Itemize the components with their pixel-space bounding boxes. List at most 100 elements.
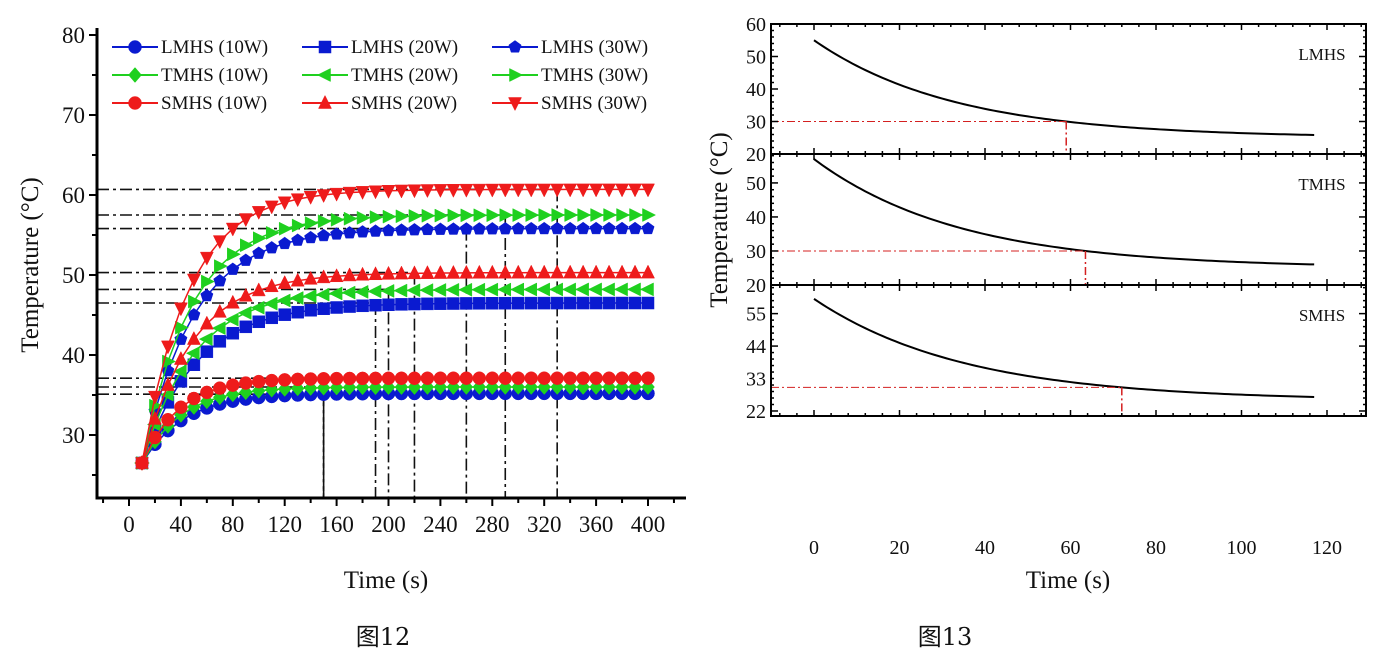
x-tick-label: 360 [579, 512, 614, 537]
data-point [510, 282, 524, 297]
data-point [537, 371, 551, 385]
data-point [356, 299, 369, 313]
data-point [393, 283, 408, 298]
data-point [239, 253, 253, 266]
legend-item: SMHS (10W) [112, 93, 267, 114]
legend-marker [128, 40, 142, 54]
left-chart-heating-curves: 30 40 50 60 70 80 0 40 80 120 160 200 240 280 320 360 40… [62, 23, 686, 537]
data-point [472, 183, 487, 198]
x-tick-label: 160 [319, 512, 354, 537]
data-point [551, 208, 566, 222]
data-point [316, 189, 331, 204]
data-point [225, 294, 240, 309]
right-x-axis-label: Time (s) [1026, 567, 1111, 594]
x-tick-label: 80 [221, 512, 244, 537]
data-point [161, 377, 175, 391]
data-point [407, 265, 422, 280]
series-line [141, 227, 649, 464]
panel-frame [770, 153, 1367, 286]
data-point [525, 208, 540, 222]
data-point [420, 222, 434, 236]
data-point [342, 267, 357, 282]
data-point [460, 297, 473, 310]
data-point [214, 259, 228, 274]
data-point [252, 246, 266, 259]
legend-marker [128, 67, 142, 83]
data-point [512, 296, 525, 310]
data-point [602, 221, 616, 235]
data-point [162, 354, 176, 369]
data-point [278, 221, 293, 236]
data-point [342, 186, 357, 201]
data-point [445, 282, 460, 297]
data-point [226, 262, 240, 275]
data-point [484, 282, 499, 297]
data-point [356, 210, 371, 225]
y-tick-label: 55 [746, 304, 766, 326]
data-point [473, 297, 486, 310]
data-point [486, 297, 499, 310]
data-point [173, 350, 188, 365]
right-chart-cooling-curves: 20 30 40 50 60 LMHS 20 30 40 50 TMHS 22 33 44 55 SMHS 0 2… [746, 14, 1367, 559]
data-point [406, 283, 421, 298]
data-point [434, 208, 449, 223]
data-point [576, 371, 590, 385]
legend-marker [508, 97, 522, 112]
data-point [615, 296, 629, 310]
x-tick-label: 40 [975, 537, 995, 559]
series-smhs-10w- [135, 371, 655, 470]
data-point [302, 289, 317, 304]
data-point [356, 225, 370, 238]
data-point [135, 457, 149, 472]
data-point [394, 184, 409, 199]
data-point [201, 274, 215, 289]
legend-marker [509, 68, 524, 82]
data-point [213, 381, 227, 395]
legend-label: SMHS (30W) [541, 93, 647, 114]
x-tick-label: 20 [890, 537, 910, 559]
data-point [367, 284, 382, 299]
data-point [433, 371, 448, 385]
data-point [576, 296, 590, 310]
x-tick-label: 280 [475, 512, 510, 537]
x-tick-label: 320 [527, 512, 562, 537]
data-point [199, 251, 214, 266]
cooling-curve [813, 39, 1315, 136]
data-point [615, 264, 629, 279]
data-point [641, 264, 655, 279]
legend-item: SMHS (30W) [492, 93, 647, 114]
data-point [329, 268, 344, 283]
data-point [172, 364, 187, 379]
data-point [369, 298, 382, 312]
x-tick-label: 240 [423, 512, 458, 537]
data-point [628, 183, 642, 198]
data-point [420, 371, 435, 385]
data-point [615, 371, 629, 385]
data-point [641, 221, 655, 235]
data-point [382, 298, 395, 311]
data-point [550, 264, 565, 279]
data-point [303, 372, 318, 386]
y-tick-label: 50 [62, 263, 85, 288]
y-tick-label: 50 [746, 47, 766, 69]
data-point [251, 282, 266, 297]
legend-item: LMHS (30W) [492, 37, 648, 58]
data-point [199, 315, 214, 330]
x-tick-label: 60 [1061, 537, 1081, 559]
data-point [382, 209, 397, 224]
panel-smhs: 22 33 44 55 SMHS [746, 284, 1367, 423]
data-point [200, 345, 214, 358]
data-point [601, 282, 615, 297]
y-tick-label: 30 [62, 423, 85, 448]
data-point [641, 371, 655, 385]
data-point [343, 300, 356, 313]
data-point [380, 283, 395, 298]
data-point [264, 278, 279, 293]
data-point [277, 373, 292, 387]
data-point [304, 230, 318, 244]
data-point [290, 272, 305, 287]
caption-figure-13: 图13 [918, 623, 973, 651]
data-point [381, 185, 396, 199]
legend-item: TMHS (30W) [492, 65, 648, 86]
panel-label: TMHS [1298, 175, 1345, 194]
